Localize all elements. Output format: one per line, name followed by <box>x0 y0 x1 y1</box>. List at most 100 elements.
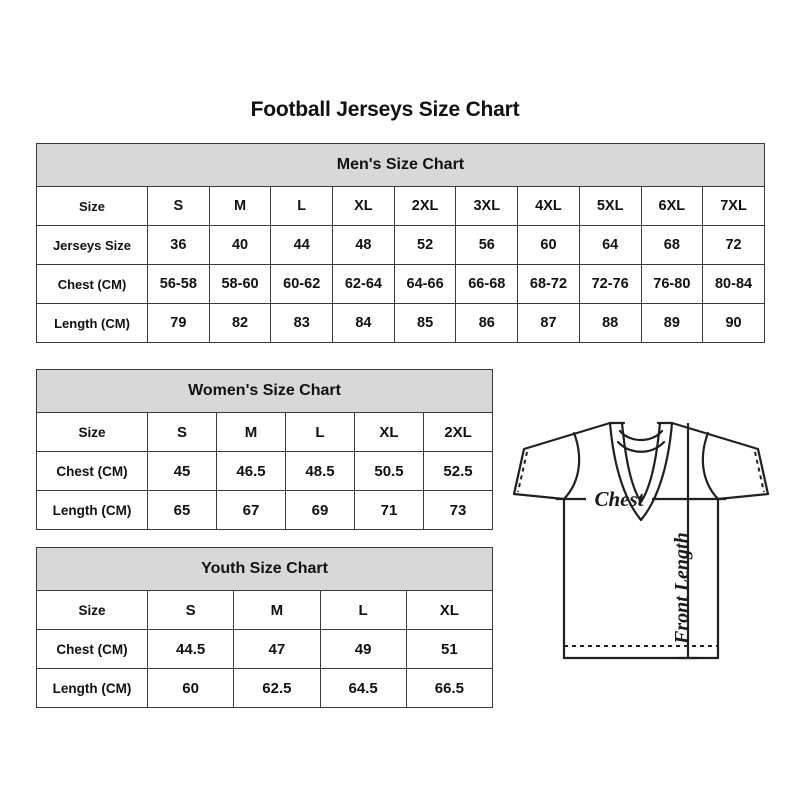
column-header-xl: XL <box>354 412 424 452</box>
cell: 88 <box>578 303 642 343</box>
right-cuff-dashed-line <box>754 451 765 493</box>
jersey-measurement-diagram: Chest Front Length <box>502 392 780 682</box>
row-label: Length (CM) <box>36 303 148 343</box>
cell: 65 <box>147 490 217 530</box>
table-row: Length (CM) 60 62.5 64.5 66.5 <box>36 668 494 708</box>
column-header-l: L <box>285 412 355 452</box>
cell: 45 <box>147 451 217 491</box>
row-label: Jerseys Size <box>36 225 148 265</box>
cell: 87 <box>517 303 580 343</box>
column-header-3xl: 3XL <box>455 186 519 226</box>
table-row: Length (CM) 65 67 69 71 73 <box>36 490 494 530</box>
cell: 89 <box>640 303 704 343</box>
left-cuff-dashed-line <box>517 451 528 493</box>
table-row: Jerseys Size 36 40 44 48 52 56 60 64 68 … <box>36 225 765 265</box>
cell: 62-64 <box>332 264 395 304</box>
column-header-m: M <box>233 590 321 630</box>
column-header-2xl: 2XL <box>393 186 457 226</box>
cell: 49 <box>319 629 407 669</box>
column-header-s: S <box>147 412 217 452</box>
cell: 64.5 <box>319 668 407 708</box>
cell: 71 <box>354 490 424 530</box>
cell: 58-60 <box>208 264 272 304</box>
cell: 50.5 <box>354 451 424 491</box>
cell: 86 <box>455 303 519 343</box>
table-caption-row: Youth Size Chart <box>35 547 494 591</box>
cell: 66-68 <box>455 264 519 304</box>
cell: 40 <box>208 225 272 265</box>
cell: 64 <box>578 225 642 265</box>
cell: 68 <box>640 225 704 265</box>
column-header-l: L <box>270 186 334 226</box>
row-label: Chest (CM) <box>36 629 148 669</box>
page-title: Football Jerseys Size Chart <box>250 98 520 121</box>
row-label: Length (CM) <box>36 490 148 530</box>
cell: 48.5 <box>285 451 355 491</box>
cell: 73 <box>422 490 494 530</box>
cell: 82 <box>208 303 272 343</box>
column-header-2xl: 2XL <box>422 412 494 452</box>
cell: 52 <box>393 225 457 265</box>
chest-label: Chest <box>594 487 644 511</box>
cell: 51 <box>405 629 494 669</box>
cell: 46.5 <box>216 451 286 491</box>
table-row: Chest (CM) 44.5 47 49 51 <box>36 629 494 669</box>
vneck-outer-collar <box>608 421 674 522</box>
right-armhole-seam <box>701 431 720 501</box>
cell: 44.5 <box>146 629 235 669</box>
row-label: Length (CM) <box>36 668 148 708</box>
column-header-4xl: 4XL <box>517 186 580 226</box>
cell: 66.5 <box>405 668 494 708</box>
cell: 56 <box>455 225 519 265</box>
column-header-6xl: 6XL <box>640 186 704 226</box>
cell: 60 <box>146 668 235 708</box>
womens-table-caption: Women's Size Chart <box>35 369 494 413</box>
table-header-row: Size S M L XL 2XL 3XL 4XL 5XL 6XL 7XL <box>36 186 765 226</box>
column-header-m: M <box>208 186 272 226</box>
collar-band-lower <box>616 440 666 453</box>
womens-size-table: Women's Size Chart Size S M L XL 2XL Che… <box>35 369 494 530</box>
column-header-xl: XL <box>332 186 395 226</box>
cell: 44 <box>270 225 334 265</box>
mens-size-table: Men's Size Chart Size S M L XL 2XL 3XL 4… <box>36 143 765 343</box>
column-header-m: M <box>216 412 286 452</box>
cell: 76-80 <box>640 264 704 304</box>
column-header-s: S <box>147 186 210 226</box>
left-sleeve-outline <box>512 421 612 501</box>
column-header-5xl: 5XL <box>578 186 642 226</box>
front-length-label: Front Length <box>671 532 693 645</box>
cell: 48 <box>332 225 395 265</box>
column-header-xl: XL <box>405 590 494 630</box>
cell: 60 <box>517 225 580 265</box>
cell: 90 <box>702 303 765 343</box>
column-header-s: S <box>146 590 235 630</box>
cell: 72 <box>702 225 765 265</box>
table-row: Chest (CM) 56-58 58-60 60-62 62-64 64-66… <box>36 264 765 304</box>
cell: 62.5 <box>233 668 321 708</box>
cell: 52.5 <box>422 451 494 491</box>
column-header-size: Size <box>36 590 148 630</box>
cell: 47 <box>233 629 321 669</box>
table-caption-row: Men's Size Chart <box>36 143 765 187</box>
column-header-l: L <box>319 590 407 630</box>
cell: 72-76 <box>578 264 642 304</box>
cell: 84 <box>332 303 395 343</box>
collar-band-upper <box>618 429 664 442</box>
vneck-inner-collar <box>620 421 662 504</box>
cell: 68-72 <box>517 264 580 304</box>
cell: 80-84 <box>702 264 765 304</box>
cell: 60-62 <box>270 264 334 304</box>
column-header-size: Size <box>36 412 148 452</box>
row-label: Chest (CM) <box>36 264 148 304</box>
youth-size-table: Youth Size Chart Size S M L XL Chest (CM… <box>35 547 494 708</box>
table-row: Length (CM) 79 82 83 84 85 86 87 88 89 9… <box>36 303 765 343</box>
youth-table-caption: Youth Size Chart <box>35 547 494 591</box>
cell: 56-58 <box>147 264 210 304</box>
right-sleeve-outline <box>670 421 770 501</box>
column-header-7xl: 7XL <box>702 186 765 226</box>
left-armhole-seam <box>562 431 581 501</box>
cell: 64-66 <box>393 264 457 304</box>
table-header-row: Size S M L XL <box>36 590 494 630</box>
row-label: Chest (CM) <box>36 451 148 491</box>
column-header-size: Size <box>36 186 148 226</box>
